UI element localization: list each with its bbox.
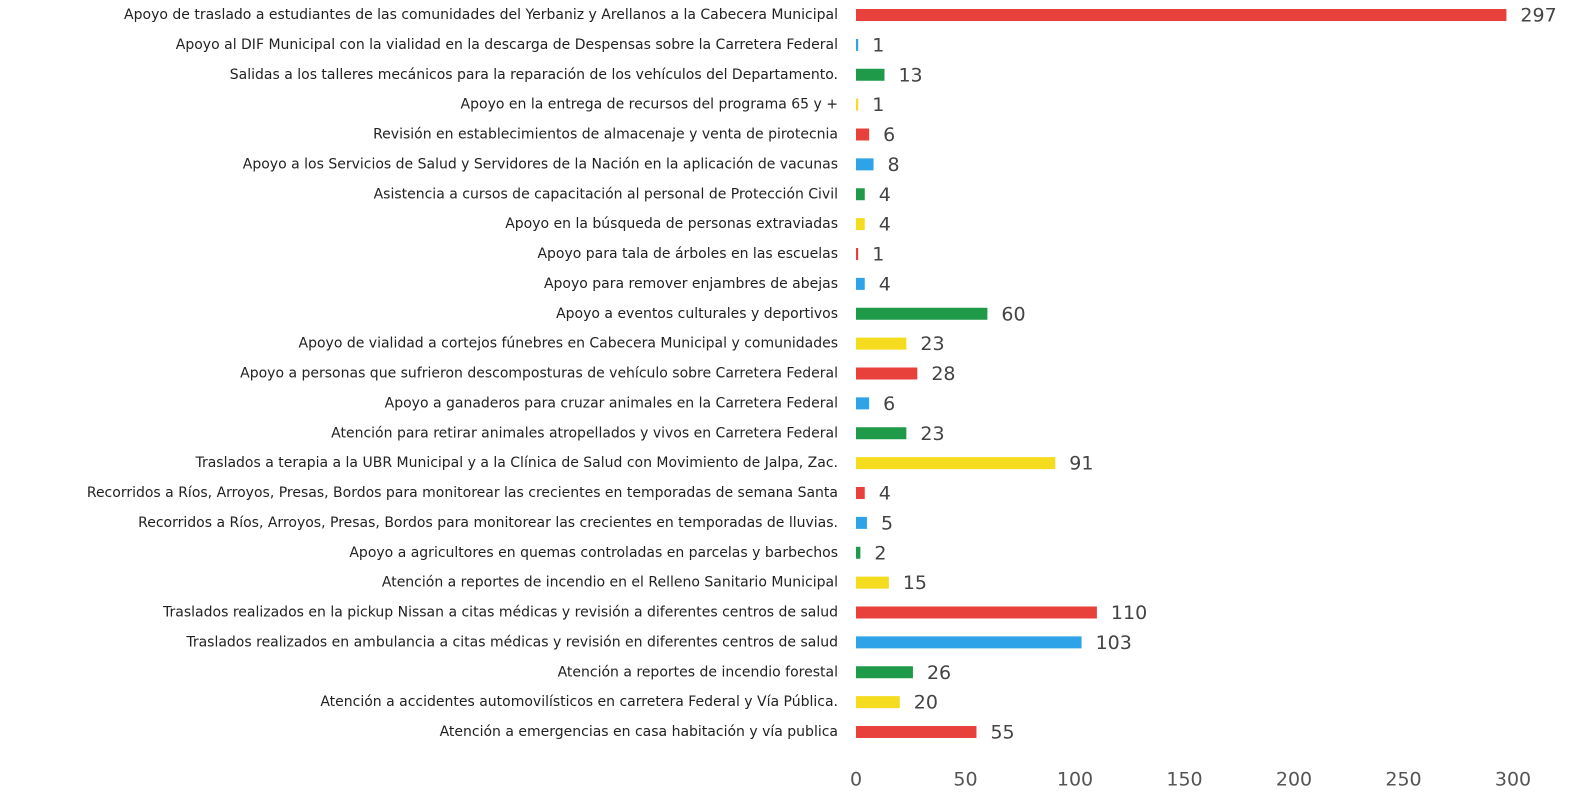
y-tick-label: Traslados realizados en la pickup Nissan… — [162, 605, 838, 621]
y-tick-label: Atención a accidentes automovilísticos e… — [320, 694, 838, 710]
value-label: 4 — [879, 273, 891, 295]
value-label: 91 — [1069, 453, 1093, 475]
x-tick-label: 250 — [1385, 769, 1421, 791]
y-tick-label: Apoyo al DIF Municipal con la vialidad e… — [176, 37, 838, 53]
y-tick-label: Traslados a terapia a la UBR Municipal y… — [194, 455, 838, 471]
value-label: 5 — [881, 512, 893, 534]
value-label: 4 — [879, 483, 891, 505]
y-tick-label: Apoyo de traslado a estudiantes de las c… — [124, 7, 838, 23]
y-tick-label: Apoyo en la entrega de recursos del prog… — [461, 97, 838, 113]
value-label: 6 — [883, 124, 895, 146]
x-tick-label: 300 — [1495, 769, 1531, 791]
y-tick-label: Apoyo a agricultores en quemas controlad… — [349, 545, 838, 561]
bar — [856, 9, 1507, 21]
value-label: 23 — [920, 423, 944, 445]
value-label: 297 — [1520, 5, 1556, 27]
bar — [856, 188, 865, 201]
y-tick-label: Apoyo a eventos culturales y deportivos — [556, 306, 838, 322]
x-tick-label: 0 — [850, 769, 862, 791]
y-tick-label: Apoyo a ganaderos para cruzar animales e… — [385, 395, 838, 411]
bar — [856, 128, 870, 141]
y-tick-label: Salidas a los talleres mecánicos para la… — [230, 67, 838, 83]
value-label: 1 — [872, 94, 884, 116]
bar — [856, 636, 1082, 649]
y-tick-label: Apoyo en la búsqueda de personas extravi… — [505, 216, 838, 232]
value-label: 4 — [879, 184, 891, 206]
bar — [856, 457, 1056, 470]
value-label: 13 — [898, 64, 922, 86]
bar — [856, 158, 874, 171]
value-label: 15 — [903, 572, 927, 594]
y-tick-label: Recorridos a Ríos, Arroyos, Presas, Bord… — [87, 485, 838, 501]
bar — [856, 427, 907, 440]
y-tick-label: Apoyo a personas que sufrieron descompos… — [240, 366, 838, 382]
y-tick-label: Atención a emergencias en casa habitació… — [440, 724, 838, 740]
value-label: 23 — [920, 333, 944, 355]
y-tick-label: Apoyo a los Servicios de Salud y Servido… — [243, 156, 838, 172]
bar — [856, 367, 918, 380]
bar — [856, 516, 867, 529]
y-tick-label: Atención a reportes de incendio forestal — [558, 664, 838, 680]
y-tick-label: Traslados realizados en ambulancia a cit… — [185, 634, 838, 650]
y-tick-label: Recorridos a Ríos, Arroyos, Presas, Bord… — [138, 515, 838, 531]
bar — [856, 218, 865, 231]
bar — [856, 487, 865, 499]
value-label: 103 — [1096, 632, 1132, 654]
value-label: 20 — [914, 692, 938, 714]
y-tick-label: Apoyo de vialidad a cortejos fúnebres en… — [299, 336, 838, 352]
y-tick-label: Revisión en establecimientos de almacena… — [373, 127, 838, 143]
value-label: 1 — [872, 34, 884, 56]
y-tick-label: Asistencia a cursos de capacitación al p… — [374, 186, 838, 202]
bar — [856, 68, 885, 81]
x-tick-label: 50 — [953, 769, 977, 791]
value-label: 4 — [879, 214, 891, 236]
bar — [856, 666, 913, 679]
value-label: 28 — [931, 363, 955, 385]
value-label: 6 — [883, 393, 895, 415]
bar — [856, 576, 889, 589]
bar — [856, 98, 859, 111]
value-label: 110 — [1111, 602, 1147, 624]
bar — [856, 337, 907, 350]
bar — [856, 397, 870, 410]
bar — [856, 696, 900, 709]
value-label: 60 — [1001, 303, 1025, 325]
x-tick-label: 150 — [1166, 769, 1202, 791]
value-label: 1 — [872, 244, 884, 266]
x-tick-label: 200 — [1276, 769, 1312, 791]
value-label: 8 — [888, 154, 900, 176]
value-label: 55 — [990, 722, 1014, 744]
y-tick-label: Apoyo para remover enjambres de abejas — [544, 276, 838, 292]
bar — [856, 307, 988, 320]
value-label: 2 — [874, 542, 886, 564]
bar — [856, 248, 859, 260]
bar — [856, 277, 865, 290]
bar — [856, 726, 977, 738]
bar — [856, 38, 859, 51]
bar — [856, 606, 1097, 619]
y-tick-label: Atención a reportes de incendio en el Re… — [382, 575, 838, 591]
value-label: 26 — [927, 662, 951, 684]
y-tick-label: Atención para retirar animales atropella… — [331, 425, 838, 441]
x-tick-label: 100 — [1057, 769, 1093, 791]
y-tick-label: Apoyo para tala de árboles en las escuel… — [537, 246, 838, 262]
bar — [856, 546, 861, 559]
